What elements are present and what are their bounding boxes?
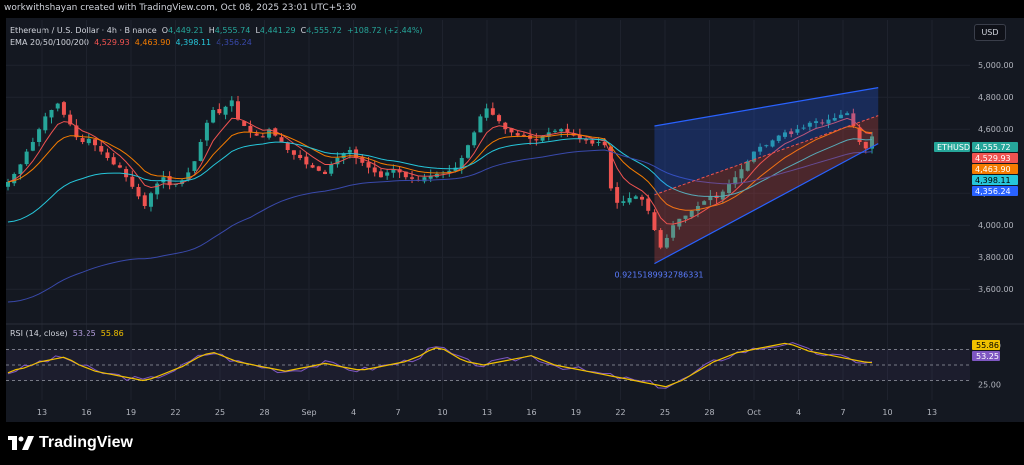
currency-button[interactable]: USD xyxy=(974,24,1006,41)
symbol-legend: Ethereum / U.S. Dollar · 4h · Binance O4… xyxy=(10,26,423,35)
symbol-title[interactable]: Ethereum / U.S. Dollar · 4h · Binance xyxy=(10,26,157,35)
rsi-value: 53.25 xyxy=(72,329,96,338)
ema200-value: 4,356.24 xyxy=(216,38,252,47)
low-label: L xyxy=(255,26,260,35)
chart-panel[interactable] xyxy=(6,18,970,402)
ema50-value: 4,463.90 xyxy=(134,38,171,47)
tradingview-logo[interactable]: TradingView xyxy=(8,434,133,452)
open-label: O xyxy=(161,26,168,35)
header-caption: workwithshayan created with TradingView.… xyxy=(4,3,357,13)
low-value: 4,441.29 xyxy=(259,26,296,35)
time-axis[interactable] xyxy=(6,402,1024,422)
price-axis[interactable] xyxy=(970,18,1024,402)
rsi-ma-value: 55.86 xyxy=(100,329,124,338)
change-value: +108.72 (+2.44%) xyxy=(346,26,423,35)
high-label: H xyxy=(208,26,215,35)
ema-legend: EMA 20/50/100/200 4,529.93 4,463.90 4,39… xyxy=(10,38,252,47)
tradingview-logo-icon xyxy=(8,436,34,450)
rsi-title[interactable]: RSI (14, close) xyxy=(10,329,68,338)
close-value: 4,555.72 xyxy=(306,26,342,35)
open-value: 4,449.21 xyxy=(168,26,204,35)
footer-bar xyxy=(0,422,1024,465)
header-bar: workwithshayan created with TradingView.… xyxy=(0,0,1024,18)
ema-title[interactable]: EMA 20/50/100/200 xyxy=(10,38,89,47)
close-label: C xyxy=(300,26,307,35)
high-value: 4,555.74 xyxy=(214,26,251,35)
brand-name: TradingView xyxy=(39,434,133,451)
ema100-value: 4,398.11 xyxy=(175,38,212,47)
rsi-legend: RSI (14, close) 53.25 55.86 xyxy=(10,329,124,338)
ema20-value: 4,529.93 xyxy=(94,38,130,47)
